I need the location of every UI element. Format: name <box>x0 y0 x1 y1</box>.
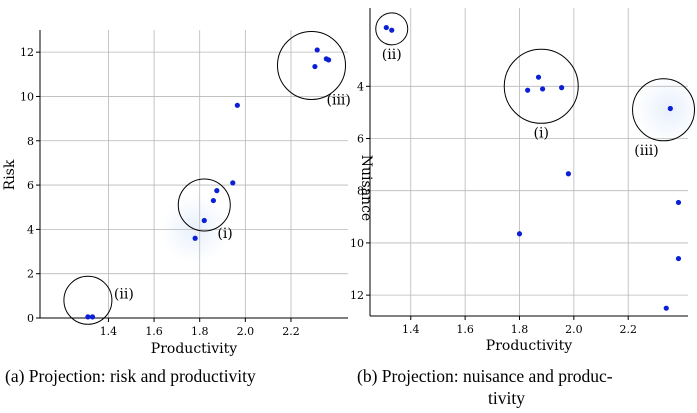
data-point <box>89 314 96 320</box>
data-point <box>675 199 682 206</box>
data-point <box>201 217 207 224</box>
y-tick-label: 4 <box>27 223 34 236</box>
y-tick-label: 12 <box>350 289 364 302</box>
y-tick-label: 4 <box>357 80 364 93</box>
cluster-label: (ii) <box>114 286 134 302</box>
cluster-label: (i) <box>217 226 232 242</box>
y-tick-label: 2 <box>27 268 34 281</box>
cluster-circle <box>632 78 696 142</box>
x-tick-label: 1.4 <box>100 325 118 338</box>
y-tick-label: 6 <box>357 133 364 146</box>
cluster-circle <box>276 30 346 100</box>
cluster-label: (iii) <box>634 143 658 159</box>
x-tick-label: 1.6 <box>456 323 474 336</box>
cluster-circle <box>503 48 579 124</box>
x-tick-label: 2.0 <box>237 325 255 338</box>
y-tick-label: 10 <box>350 237 364 250</box>
data-point <box>383 24 389 31</box>
risk-productivity-plot: 1.4 1.6 1.8 2.0 2.2 0 2 4 6 8 10 12 Productivity Risk… <box>2 30 351 357</box>
x-tick-label: 2.2 <box>619 323 637 336</box>
y-tick-label: 10 <box>20 90 34 103</box>
y-tick-label: 8 <box>357 185 364 198</box>
x-tick-label: 1.4 <box>402 323 420 336</box>
data-point <box>675 255 682 262</box>
data-point <box>516 231 523 237</box>
y-axis-title: Risk <box>2 159 18 190</box>
data-point <box>667 105 673 112</box>
y-axis-title: Nuisance <box>358 155 374 221</box>
y-tick-label: 12 <box>20 46 34 59</box>
y-tick-label: 8 <box>27 135 34 148</box>
x-tick-label: 1.8 <box>191 325 209 338</box>
data-point <box>192 235 198 241</box>
data-point <box>559 85 565 91</box>
x-tick-label: 2.2 <box>282 325 300 338</box>
data-point <box>314 47 320 53</box>
data-point <box>230 180 236 186</box>
data-point <box>326 57 332 63</box>
cluster-halo <box>634 75 697 144</box>
cluster-label: (iii) <box>327 93 351 109</box>
x-tick-label: 1.8 <box>511 323 529 336</box>
x-axis-title: Productivity <box>151 341 237 357</box>
data-point <box>389 27 395 33</box>
caption-b-line1: (b) Projection: nuisance and produc- <box>357 366 613 386</box>
cluster-circle <box>63 275 113 325</box>
x-tick-label: 2.0 <box>565 323 583 336</box>
data-point <box>565 171 572 177</box>
x-tick-label: 1.6 <box>145 325 163 338</box>
data-point <box>214 188 220 194</box>
data-point <box>539 86 546 92</box>
data-point <box>85 314 91 320</box>
caption-a: (a) Projection: risk and productivity <box>5 366 256 386</box>
cluster-label: (i) <box>534 125 549 141</box>
cluster-circle <box>177 178 231 232</box>
x-axis-title: Productivity <box>486 338 572 354</box>
caption-b-line2: tivity <box>488 388 525 408</box>
data-point <box>234 102 240 108</box>
data-point <box>663 305 669 311</box>
y-tick-label: 0 <box>27 312 34 325</box>
data-point <box>525 87 531 93</box>
cluster-circle <box>375 12 409 46</box>
data-point <box>210 197 216 204</box>
data-point <box>535 74 542 80</box>
nuisance-productivity-plot: 1.4 1.6 1.8 2.0 2.2 4 6 8 10 12 Productivity Nuisan… <box>350 8 697 354</box>
data-point <box>312 63 318 70</box>
cluster-label: (ii) <box>382 47 402 63</box>
y-tick-label: 6 <box>27 179 34 192</box>
